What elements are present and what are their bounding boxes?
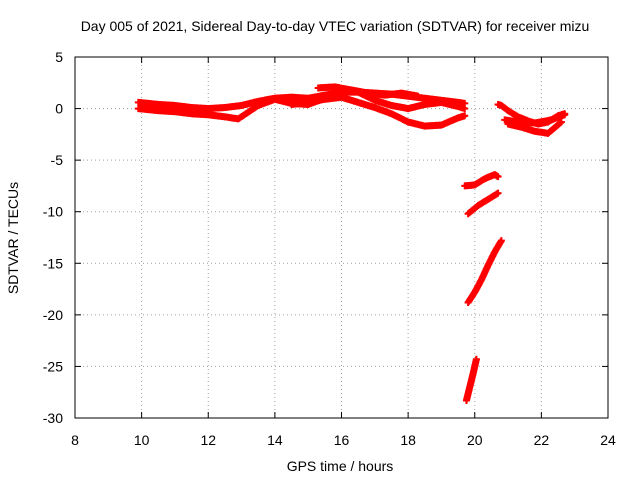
x-tick-label: 24: [600, 432, 616, 448]
x-tick-label: 20: [467, 432, 483, 448]
y-tick-label: -20: [43, 307, 63, 323]
data-point-track-f: [561, 111, 569, 119]
chart-title: Day 005 of 2021, Sidereal Day-to-day VTE…: [81, 18, 590, 34]
axis-ticks: 8 10 12 14 16 18 20 22 24 5 0 -5 -10 -15 -20 -25 -30: [43, 49, 616, 448]
plot-frame: [74, 56, 609, 419]
data-point-track-c: [461, 112, 469, 120]
y-tick-label: -5: [51, 152, 64, 168]
x-tick-label: 12: [200, 432, 216, 448]
x-tick-label: 16: [334, 432, 350, 448]
x-tick-label: 10: [134, 432, 150, 448]
data-point-track-d: [414, 92, 422, 100]
data-point-track-j: [497, 237, 505, 245]
x-tick-label: 8: [71, 432, 79, 448]
data-point-track-b: [461, 105, 469, 113]
x-axis-label: GPS time / hours: [287, 458, 394, 474]
y-tick-label: -10: [43, 204, 63, 220]
y-tick-label: -25: [43, 358, 63, 374]
x-tick-label: 14: [267, 432, 283, 448]
y-tick-label: -30: [43, 410, 63, 426]
y-tick-label: -15: [43, 255, 63, 271]
x-tick-label: 22: [534, 432, 550, 448]
y-tick-label: 0: [55, 101, 63, 117]
y-axis-label: SDTVAR / TECUs: [5, 182, 21, 294]
data-point-track-k: [472, 355, 480, 363]
y-tick-label: 5: [55, 49, 63, 65]
data-point-track-i: [494, 189, 502, 197]
x-tick-label: 18: [400, 432, 416, 448]
data-points: [134, 83, 569, 404]
data-point-track-g: [557, 118, 565, 126]
data-point-track-h: [494, 173, 502, 181]
